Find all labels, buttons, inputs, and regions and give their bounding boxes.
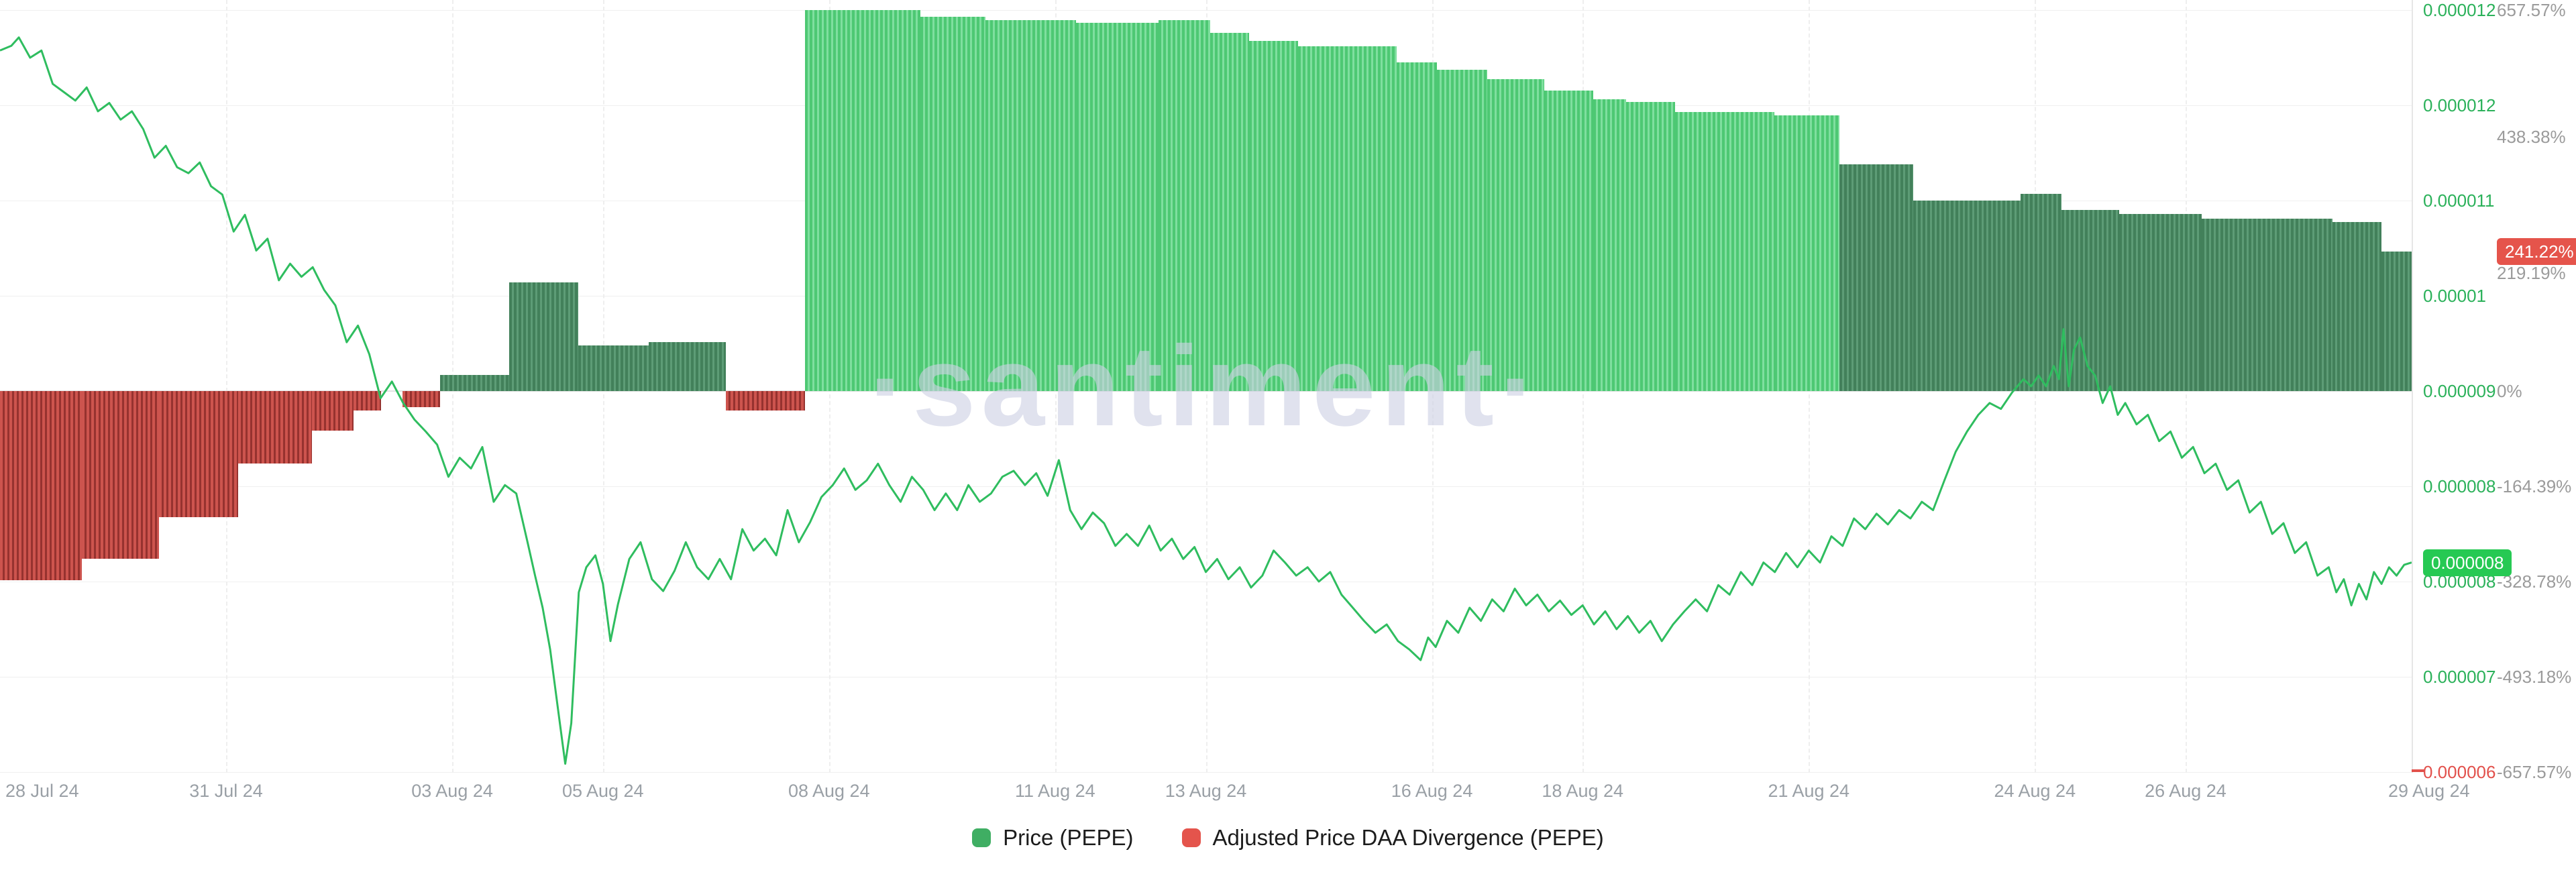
- price-axis-label: 0.00001: [2423, 286, 2486, 306]
- price-series-swatch-icon: [972, 828, 991, 847]
- divergence-bar: [1544, 90, 1593, 391]
- divergence-bar: [1593, 99, 1627, 391]
- divergence-bar: [2332, 221, 2382, 391]
- divergence-bar: [1158, 20, 1211, 391]
- price-axis-label: 0.000008: [2423, 476, 2496, 496]
- date-label: 13 Aug 24: [1165, 781, 1247, 801]
- price-line-chart: [0, 36, 2412, 765]
- divergence-bar: [1626, 101, 1676, 391]
- percent-axis-label: 657.57%: [2497, 0, 2566, 20]
- price-axis-label: 0.000011: [2423, 190, 2495, 211]
- date-label: 28 Jul 24: [5, 781, 79, 801]
- divergence-bar: [1675, 111, 1774, 391]
- price-line: [0, 36, 2412, 765]
- divergence-bar: [402, 391, 441, 408]
- divergence-bar: [1839, 164, 1914, 391]
- percent-axis: 657.57% 438.38% 219.19% 0% -164.39% -328.78% -…: [2497, 0, 2576, 798]
- legend-item-price-label: Price (PEPE): [1003, 825, 1134, 850]
- price-axis: 0.000012 0.000012 0.000011 0.00001 0.000009 0…: [2423, 0, 2512, 798]
- divergence-bar: [2061, 210, 2120, 391]
- divergence-bar: [82, 391, 160, 559]
- divergence-bar: [1076, 23, 1159, 391]
- divergence-bar: [2201, 218, 2333, 391]
- price-axis-label: 0.000009: [2423, 381, 2496, 401]
- divergence-series-swatch-icon: [1181, 828, 1201, 847]
- divergence-bar: [1774, 115, 1840, 391]
- divergence-bar: [649, 341, 726, 391]
- date-label: 24 Aug 24: [1994, 781, 2076, 801]
- price-axis-label: 0.000007: [2423, 667, 2496, 687]
- divergence-bar: [1248, 41, 1298, 391]
- date-label: 16 Aug 24: [1391, 781, 1473, 801]
- date-axis: 28 Jul 24 31 Jul 24 03 Aug 24 05 Aug 24 08 A…: [0, 781, 2470, 810]
- legend-item-divergence[interactable]: Adjusted Price DAA Divergence (PEPE): [1181, 825, 1604, 851]
- divergence-bar: [1297, 46, 1397, 391]
- date-label: 03 Aug 24: [411, 781, 493, 801]
- divergence-bar: [159, 391, 238, 518]
- percent-axis-label: 438.38%: [2497, 127, 2566, 148]
- divergence-bar: [353, 391, 382, 411]
- price-current-badge: 0.000008: [2423, 549, 2512, 576]
- date-label: 29 Aug 24: [2388, 781, 2470, 801]
- divergence-bar: [1396, 62, 1438, 391]
- divergence-bar: [1913, 200, 2021, 391]
- divergence-bar: [440, 374, 510, 391]
- price-axis-label: 0.000006: [2423, 762, 2496, 782]
- price-axis-label: 0.000012: [2423, 0, 2496, 20]
- divergence-bar: [312, 391, 354, 431]
- v-gridline: [226, 0, 228, 773]
- legend-item-divergence-label: Adjusted Price DAA Divergence (PEPE): [1212, 825, 1604, 850]
- divergence-bar: [509, 282, 578, 391]
- date-label: 26 Aug 24: [2145, 781, 2226, 801]
- divergence-bar: [2381, 251, 2412, 391]
- date-label: 11 Aug 24: [1015, 781, 1095, 801]
- zero-line: [0, 390, 2412, 392]
- percent-axis-label: 219.19%: [2497, 262, 2566, 283]
- percent-axis-label: -164.39%: [2497, 476, 2572, 496]
- percent-axis-label: -657.57%: [2497, 762, 2572, 782]
- divergence-bar: [1487, 79, 1544, 391]
- percent-axis-label: 0%: [2497, 381, 2522, 401]
- price-axis-label: 0.000012: [2423, 95, 2496, 115]
- axis-min-tick: [2412, 769, 2425, 772]
- date-label: 18 Aug 24: [1542, 781, 1624, 801]
- divergence-bar: [725, 391, 805, 411]
- divergence-bar: [1437, 69, 1487, 391]
- date-label: 21 Aug 24: [1768, 781, 1850, 801]
- divergence-bar: [985, 20, 1077, 391]
- divergence-bar: [804, 10, 920, 391]
- legend-item-price[interactable]: Price (PEPE): [972, 825, 1134, 851]
- divergence-bar: [0, 391, 83, 580]
- divergence-bar: [1210, 33, 1249, 391]
- date-label: 05 Aug 24: [561, 781, 644, 801]
- divergence-bar: [2119, 213, 2202, 391]
- divergence-bar: [578, 345, 649, 391]
- divergence-current-badge: 241.22%: [2497, 237, 2576, 265]
- plot-area[interactable]: ·santiment·: [0, 0, 2413, 773]
- date-label: 31 Jul 24: [189, 781, 263, 801]
- divergence-bar: [920, 16, 986, 391]
- date-label: 08 Aug 24: [788, 781, 870, 801]
- percent-axis-label: -493.18%: [2497, 667, 2572, 687]
- divergence-bar: [2020, 194, 2061, 391]
- divergence-bar: [238, 391, 313, 464]
- legend: Price (PEPE) Adjusted Price DAA Divergen…: [0, 825, 2576, 851]
- percent-axis-label: -328.78%: [2497, 571, 2572, 592]
